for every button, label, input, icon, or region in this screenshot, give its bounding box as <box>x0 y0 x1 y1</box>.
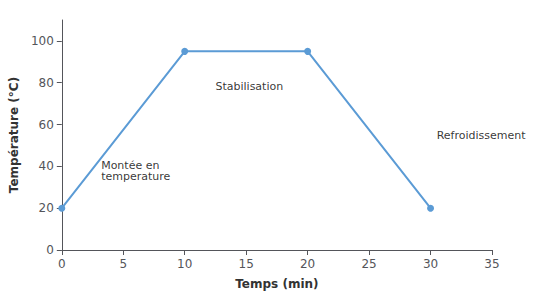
svg-text:Refroidissement: Refroidissement <box>437 129 527 142</box>
svg-text:20: 20 <box>39 201 54 215</box>
svg-text:10: 10 <box>177 257 192 271</box>
svg-text:temperature: temperature <box>101 170 170 183</box>
svg-text:40: 40 <box>39 159 54 173</box>
svg-text:100: 100 <box>31 34 54 48</box>
svg-text:0: 0 <box>58 257 66 271</box>
svg-text:35: 35 <box>484 257 499 271</box>
svg-text:0: 0 <box>46 243 54 257</box>
svg-text:Temps (min): Temps (min) <box>235 277 318 291</box>
svg-text:25: 25 <box>361 257 376 271</box>
svg-text:20: 20 <box>300 257 315 271</box>
svg-text:Température (°C): Température (°C) <box>7 77 21 193</box>
svg-text:5: 5 <box>119 257 127 271</box>
svg-text:15: 15 <box>239 257 254 271</box>
svg-text:Montée en: Montée en <box>101 158 160 172</box>
svg-text:80: 80 <box>39 76 54 90</box>
svg-text:30: 30 <box>423 257 438 271</box>
svg-text:Stabilisation: Stabilisation <box>215 80 283 93</box>
svg-text:60: 60 <box>39 118 54 132</box>
